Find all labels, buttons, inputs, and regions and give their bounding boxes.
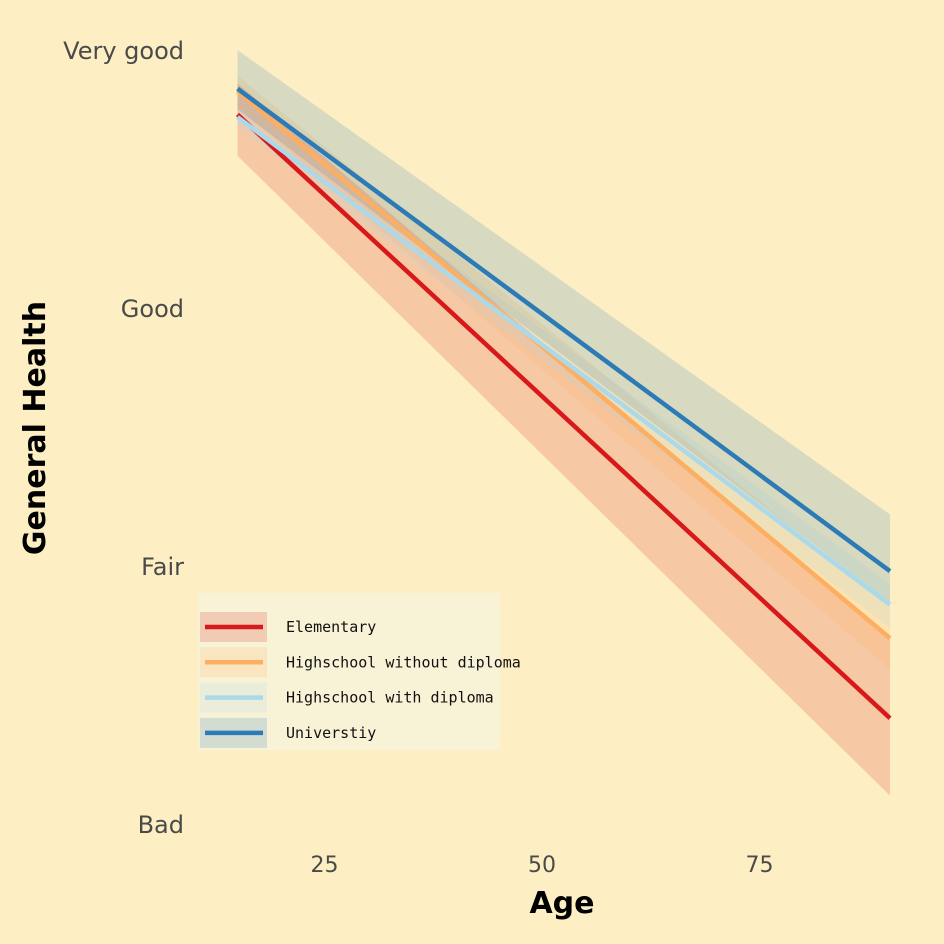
x-axis-title: Age — [529, 886, 594, 921]
legend-label-universtiy: Universtiy — [286, 724, 376, 742]
legend-label-highschool-without-diploma: Highschool without diploma — [286, 653, 521, 671]
legend-label-elementary: Elementary — [286, 618, 376, 636]
y-axis-ticks: Bad Fair Good Very good — [63, 37, 184, 839]
line-universtiy — [236, 86, 892, 573]
y-tick-label-good: Good — [121, 295, 184, 323]
x-axis-ticks: 25 50 75 — [311, 853, 774, 878]
ribbon-elementary — [237, 83, 890, 796]
y-tick-label-fair: Fair — [141, 553, 184, 581]
ribbon-universtiy — [237, 50, 890, 603]
x-tick-label-75: 75 — [746, 853, 774, 878]
y-tick-label-bad: Bad — [138, 811, 184, 839]
legend-background — [198, 593, 500, 750]
legend-label-highschool-with-diploma: Highschool with diploma — [286, 689, 494, 707]
x-tick-label-25: 25 — [311, 853, 339, 878]
y-tick-label-very-good: Very good — [63, 37, 184, 65]
line-elementary — [235, 112, 892, 720]
legend: Elementary Highschool without diploma High… — [198, 593, 521, 750]
ribbon-highschool-without-diploma — [237, 75, 890, 670]
series-lines — [235, 86, 892, 720]
y-axis-title: General Health — [18, 301, 53, 555]
line-highschool-without-diploma — [236, 89, 892, 640]
line-highschool-with-diploma — [236, 115, 892, 607]
x-tick-label-50: 50 — [528, 853, 556, 878]
